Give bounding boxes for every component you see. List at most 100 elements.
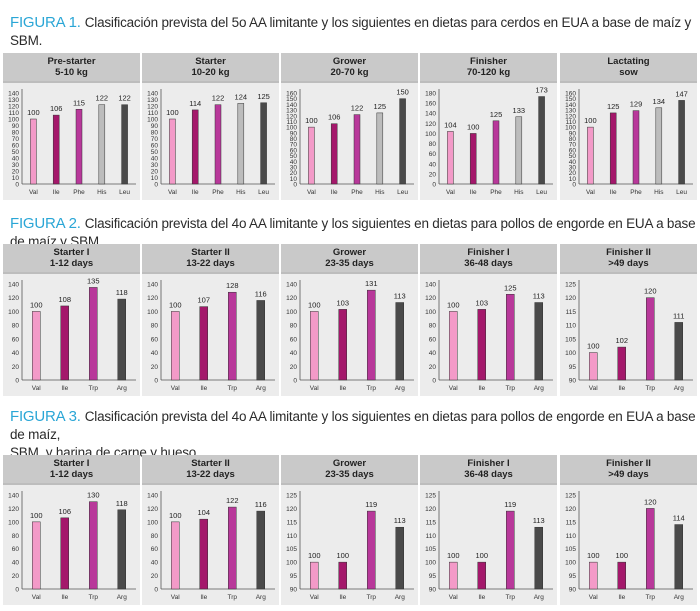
y-tick-label: 140 [147, 91, 158, 98]
chart-panel: Starter I 1-12 days 0 20 40 60 80 100 120 140 100 V… [3, 455, 140, 605]
bar [310, 561, 319, 590]
data-label: 100 [467, 122, 480, 131]
data-label: 150 [396, 88, 409, 97]
bar [338, 561, 347, 590]
bar [237, 103, 245, 185]
y-tick-label: 120 [425, 506, 436, 513]
data-label: 124 [235, 92, 248, 101]
y-tick-label: 0 [432, 378, 436, 385]
y-tick-label: 40 [12, 560, 20, 567]
y-tick-label: 100 [565, 125, 576, 132]
y-tick-label: 80 [12, 533, 20, 540]
x-tick-label: Arg [256, 385, 267, 392]
data-label: 100 [169, 511, 182, 520]
bar [449, 311, 458, 381]
y-tick-label: 70 [290, 142, 298, 149]
y-tick-label: 90 [429, 587, 437, 594]
y-tick-label: 125 [565, 282, 576, 289]
data-label: 118 [116, 499, 128, 508]
chart-header: Starter 10-20 kg [142, 53, 279, 83]
chart-panel: Finisher 70-120 kg 0 20 40 60 80 100 120 140 160 18… [420, 53, 557, 200]
bar [515, 116, 523, 185]
data-label: 113 [394, 292, 406, 301]
y-tick-label: 60 [429, 336, 437, 343]
bar [308, 126, 315, 185]
y-tick-label: 70 [12, 136, 20, 143]
x-tick-label: Trp [227, 385, 237, 392]
y-tick-label: 0 [572, 182, 576, 189]
bar [674, 524, 683, 590]
bar [89, 501, 98, 590]
x-tick-label: Arg [534, 385, 545, 392]
x-tick-label: Trp [366, 385, 376, 392]
data-label: 128 [226, 281, 239, 290]
chart-header: Starter II 13-22 days [142, 244, 279, 274]
bar [214, 104, 222, 185]
figure-1-title: FIGURA 1. Clasificación prevista del 5o A… [10, 14, 700, 50]
bar [171, 311, 180, 381]
x-tick-label: Ile [200, 385, 207, 392]
bar [60, 517, 69, 590]
y-tick-label: 20 [290, 364, 298, 371]
chart-title: Lactating [607, 56, 650, 67]
data-label: 118 [116, 288, 128, 297]
bar-chart: 90 95 100 105 110 115 120 125 100 Val 100 Ile 119 Trp… [286, 491, 414, 601]
y-tick-label: 80 [12, 323, 20, 330]
bar [447, 131, 454, 185]
chart-title: Grower [332, 247, 367, 258]
y-tick-label: 20 [569, 170, 577, 177]
x-tick-label: Val [168, 189, 177, 196]
y-tick-label: 20 [429, 171, 437, 178]
y-tick-label: 60 [12, 336, 20, 343]
x-tick-label: Phe [351, 189, 363, 196]
chart-header: Grower 23-35 days [281, 244, 418, 274]
y-tick-label: 120 [147, 506, 158, 513]
chart-subtitle: 36-48 days [464, 469, 513, 480]
y-tick-label: 100 [8, 519, 19, 526]
y-tick-label: 40 [429, 161, 437, 168]
y-tick-label: 120 [286, 113, 297, 120]
bar [376, 112, 384, 185]
chart-header: Finisher II >49 days [560, 244, 697, 274]
data-label: 119 [504, 500, 516, 509]
y-tick-label: 120 [8, 506, 19, 513]
x-tick-label: Phe [490, 189, 502, 196]
bar-chart: 0 20 40 60 80 100 120 140 100 Val 106 Ile 130 Trp 118 A… [8, 491, 136, 601]
x-tick-label: Val [171, 594, 180, 601]
y-tick-label: 130 [147, 97, 158, 104]
data-label: 120 [644, 497, 657, 506]
data-label: 100 [166, 108, 179, 117]
data-label: 100 [308, 551, 321, 560]
data-label: 100 [30, 511, 43, 520]
y-tick-label: 20 [151, 573, 159, 580]
bar [98, 104, 106, 185]
y-tick-label: 100 [425, 131, 436, 138]
x-tick-label: Leu [258, 189, 269, 196]
y-tick-label: 80 [569, 136, 577, 143]
x-tick-label: Ile [331, 189, 338, 196]
x-tick-label: Arg [395, 594, 406, 601]
bar-chart: 0102030405060708090100110120130140150160… [565, 89, 693, 196]
y-tick-label: 20 [12, 573, 20, 580]
y-tick-label: 90 [569, 130, 577, 137]
y-tick-label: 120 [565, 113, 576, 120]
chart-title: Starter I [53, 247, 90, 258]
y-tick-label: 40 [151, 560, 159, 567]
y-tick-label: 140 [286, 282, 297, 289]
x-tick-label: His [236, 189, 246, 196]
x-tick-label: Ile [618, 385, 625, 392]
y-tick-label: 100 [147, 519, 158, 526]
figure-3-label: FIGURA 3. [10, 408, 81, 425]
y-tick-label: 0 [15, 182, 19, 189]
chart-title: Finisher II [606, 458, 651, 469]
x-tick-label: Ile [53, 189, 60, 196]
data-label: 100 [615, 551, 628, 560]
data-label: 135 [87, 276, 100, 285]
y-tick-label: 140 [286, 102, 297, 109]
data-label: 100 [305, 116, 318, 125]
data-label: 125 [374, 102, 387, 111]
y-tick-label: 115 [566, 519, 577, 526]
bar [655, 107, 663, 185]
y-tick-label: 50 [151, 149, 159, 156]
y-tick-label: 40 [429, 350, 437, 357]
